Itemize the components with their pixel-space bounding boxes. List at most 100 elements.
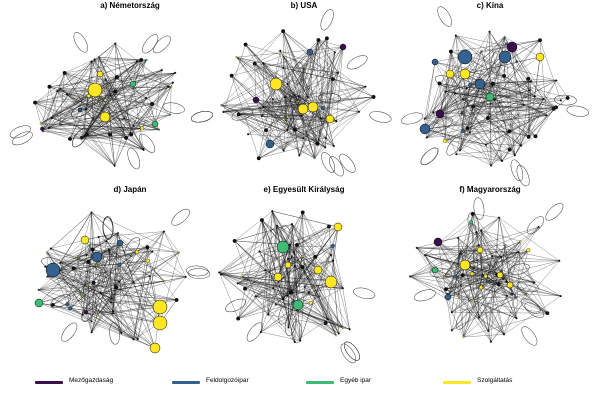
network-node-large [307,101,319,113]
network-node [117,262,122,267]
network-edge [318,39,335,53]
network-edge [337,72,360,112]
network-node [519,240,522,243]
network-edge [327,96,374,123]
network-edge [499,217,560,261]
network-node [33,100,38,105]
network-edge [287,256,303,259]
self-loop [545,203,564,221]
network-edge [47,251,138,277]
network-edge [479,83,561,101]
network-edge [285,52,336,122]
network-edge [473,293,513,301]
network-edge [439,113,471,133]
network-edge [450,51,467,89]
network-node [443,275,446,278]
network-edge [87,132,115,166]
network-node [468,131,471,134]
self-loop [187,268,211,279]
network-edge [238,212,303,319]
network-edge [451,282,535,331]
network-edge [479,83,536,137]
network-node [151,250,154,253]
network-node [279,49,282,52]
network-edge [294,266,339,334]
network-edge [459,81,532,151]
network-edge [282,246,328,320]
network-node [555,79,558,82]
network-edge [110,95,159,130]
network-edge [241,220,263,277]
network-edge [481,217,500,231]
network-edge [220,274,269,315]
network-edge [59,270,90,288]
network-edge [478,245,517,319]
network-edge [447,250,529,298]
network-node [86,93,91,98]
network-edge [485,112,542,145]
network-node [167,85,170,88]
network-edge [38,242,121,291]
network-edge [261,220,291,293]
network-edge [473,284,511,301]
network-node [481,274,484,277]
network-edge [81,69,162,139]
network-node-large [324,275,338,289]
self-loop [321,152,336,173]
network-node [56,89,59,93]
network-edge [47,276,94,283]
network-node [83,310,88,315]
self-loop [72,128,88,148]
network-edge [489,40,541,98]
network-edge [315,256,343,289]
network-edge [499,274,548,314]
self-loop [490,50,502,74]
network-node [507,129,512,134]
self-loop [429,267,453,279]
network-edge [219,272,301,341]
network-edge [219,272,283,300]
network-edge [64,59,95,74]
network-node [454,92,457,95]
network-edge [282,245,333,248]
network-edge [287,39,319,131]
network-nodes [419,30,570,167]
network-edge [98,236,112,303]
network-edge [46,212,92,253]
network-edge [85,312,92,333]
network-edge [445,289,517,319]
network-edge [236,57,366,87]
network-edge [472,213,500,218]
network-node [336,71,339,74]
network-node [507,147,512,152]
network-node [160,69,163,72]
network-edge [88,95,143,129]
network-node [320,106,325,111]
network-node [37,288,40,291]
panel-title-usa: b) USA [290,1,318,10]
network-edge [60,262,186,278]
network-node [163,280,166,283]
network-edge [494,99,503,161]
network-edge [481,36,505,52]
network-edge [301,226,330,257]
network-edge [458,296,464,338]
network-node [477,244,480,247]
network-edge [503,295,561,335]
network-node [491,254,494,258]
network-edge [461,113,503,162]
network-node [267,313,270,316]
network-node-large [476,246,484,254]
self-loop [446,136,463,156]
network-edge [52,247,148,306]
self-loop [340,343,357,364]
network-edge [108,249,112,299]
network-node [62,70,67,75]
network-node [68,136,72,141]
network-edge [288,267,303,328]
network-edge [59,270,186,278]
network-edge [461,51,482,114]
network-edge [283,129,296,151]
network-edge [481,81,531,83]
network-node [511,293,514,296]
